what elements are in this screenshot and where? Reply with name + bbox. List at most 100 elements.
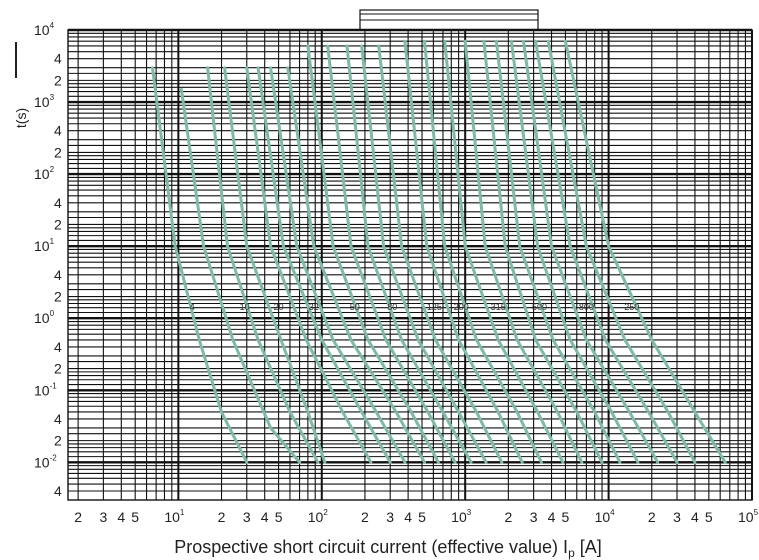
y-tick-label: 10-1	[34, 381, 57, 398]
x-tick-label-value: 5	[275, 509, 283, 525]
x-tick-label-exponent: 2	[323, 508, 328, 517]
x-tick-label-value: 10	[308, 509, 324, 525]
curve-label: 50	[350, 302, 360, 312]
y-tick-label: 2	[54, 361, 62, 377]
y-tick-label-value: 10	[34, 166, 50, 182]
y-tick-label-value: 2	[54, 144, 62, 160]
x-tick-label-value: 3	[530, 509, 538, 525]
fuse-curve-6	[206, 66, 320, 464]
x-tick-label: 3	[99, 509, 107, 525]
x-tick-label-value: 3	[673, 509, 681, 525]
fuse-curve-63	[345, 44, 473, 464]
x-tick-label: 5	[131, 509, 139, 525]
x-tick-label-value: 2	[74, 509, 82, 525]
fuse-curve-32	[286, 66, 426, 464]
curve-label: 500	[532, 302, 547, 312]
x-tick-label: 4	[261, 509, 269, 525]
x-tick-label: 104	[595, 508, 616, 525]
fuse-curve-200	[443, 39, 565, 464]
y-tick-label-value: 4	[54, 339, 62, 355]
y-tick-label: 2	[54, 289, 62, 305]
curve-label: 10	[240, 302, 250, 312]
y-tick-label-value: 4	[54, 483, 62, 499]
x-tick-label: 103	[451, 508, 472, 525]
y-tick-label-value: 10	[34, 382, 50, 398]
y-axis-label: t(s)	[13, 108, 29, 128]
y-tick-label-exponent: 0	[50, 309, 55, 318]
y-tick-label: 4	[54, 483, 62, 499]
fuse-curve-1250	[563, 39, 727, 464]
y-tick-label: 4	[54, 411, 62, 427]
y-tick-label-value: 2	[54, 433, 62, 449]
fuse-curve-40	[306, 44, 440, 464]
y-tick-label-exponent: 1	[50, 237, 55, 246]
curve-label: 125	[427, 302, 442, 312]
curve-label: 32	[309, 302, 319, 312]
y-tick-label: 102	[34, 165, 55, 182]
curve-labels: 4 10 20 32 50 80 125 200 315 500 800 250	[190, 302, 639, 312]
y-tick-label-exponent: 2	[50, 165, 55, 174]
fuse-curve-160	[423, 39, 543, 464]
x-tick-label: 102	[308, 508, 329, 525]
y-tick-label-exponent: 4	[50, 21, 55, 30]
fuse-curve-2	[151, 66, 249, 464]
x-tick-label: 2	[648, 509, 656, 525]
x-tick-label-value: 3	[99, 509, 107, 525]
x-tick-label-exponent: 4	[610, 508, 615, 517]
fuse-curve-125	[403, 39, 524, 464]
x-tick-label: 5	[418, 509, 426, 525]
x-tick-label-value: 4	[691, 509, 699, 525]
y-tick-label: 2	[54, 216, 62, 232]
x-tick-label: 3	[243, 509, 251, 525]
x-tick-label: 4	[404, 509, 412, 525]
x-axis-label-subscript: p	[568, 546, 575, 560]
fuse-curve-1000	[546, 39, 697, 464]
x-tick-label: 4	[691, 509, 699, 525]
x-tick-label-value: 4	[117, 509, 125, 525]
y-tick-label: 4	[54, 195, 62, 211]
fuse-curve-100	[377, 44, 504, 464]
x-tick-label: 3	[673, 509, 681, 525]
fuse-curve-500	[509, 39, 640, 464]
fuse-curve-800	[534, 39, 679, 464]
x-tick-label-value: 5	[418, 509, 426, 525]
x-tick-label-value: 3	[243, 509, 251, 525]
x-tick-label: 3	[530, 509, 538, 525]
grid	[67, 9, 753, 501]
x-tick-label: 2	[361, 509, 369, 525]
y-tick-label-value: 4	[54, 267, 62, 283]
x-axis-label-main: Prospective short circuit current (effec…	[174, 537, 568, 557]
x-tick-label: 2	[74, 509, 82, 525]
y-tick-label-value: 2	[54, 361, 62, 377]
fuse-curve-25	[269, 66, 407, 464]
x-tick-labels: 2 3 4 5 101 2 3 4 5 102 2 3 4 5 103 2 3 4 5 104 2 3 4 5 105	[74, 508, 758, 525]
curves	[151, 39, 727, 464]
fuse-curve-20	[256, 66, 392, 464]
x-tick-label-exponent: 1	[180, 508, 185, 517]
x-tick-label: 5	[275, 509, 283, 525]
y-tick-label-value: 2	[54, 289, 62, 305]
fuse-curve-630	[522, 39, 660, 464]
fuse-curve-400	[494, 39, 622, 464]
x-tick-label-value: 4	[404, 509, 412, 525]
y-tick-label: 103	[34, 93, 55, 110]
y-tick-label-value: 4	[54, 123, 62, 139]
curve-label: 250	[624, 302, 639, 312]
fuse-curve-10	[223, 66, 327, 464]
y-tick-label: 100	[34, 309, 55, 326]
x-tick-label: 4	[548, 509, 556, 525]
x-tick-label-value: 4	[261, 509, 269, 525]
fuse-curve-16	[245, 66, 373, 464]
y-tick-label: 2	[54, 72, 62, 88]
y-tick-label-value: 10	[34, 454, 50, 470]
x-tick-label-value: 2	[504, 509, 512, 525]
y-tick-label-value: 2	[54, 72, 62, 88]
x-tick-label-value: 10	[738, 509, 754, 525]
fuse-curve-4	[179, 87, 302, 464]
y-tick-label: 104	[34, 21, 55, 38]
x-tick-label: 3	[386, 509, 394, 525]
x-tick-label-exponent: 5	[754, 508, 759, 517]
curve-label: 4	[190, 302, 195, 312]
